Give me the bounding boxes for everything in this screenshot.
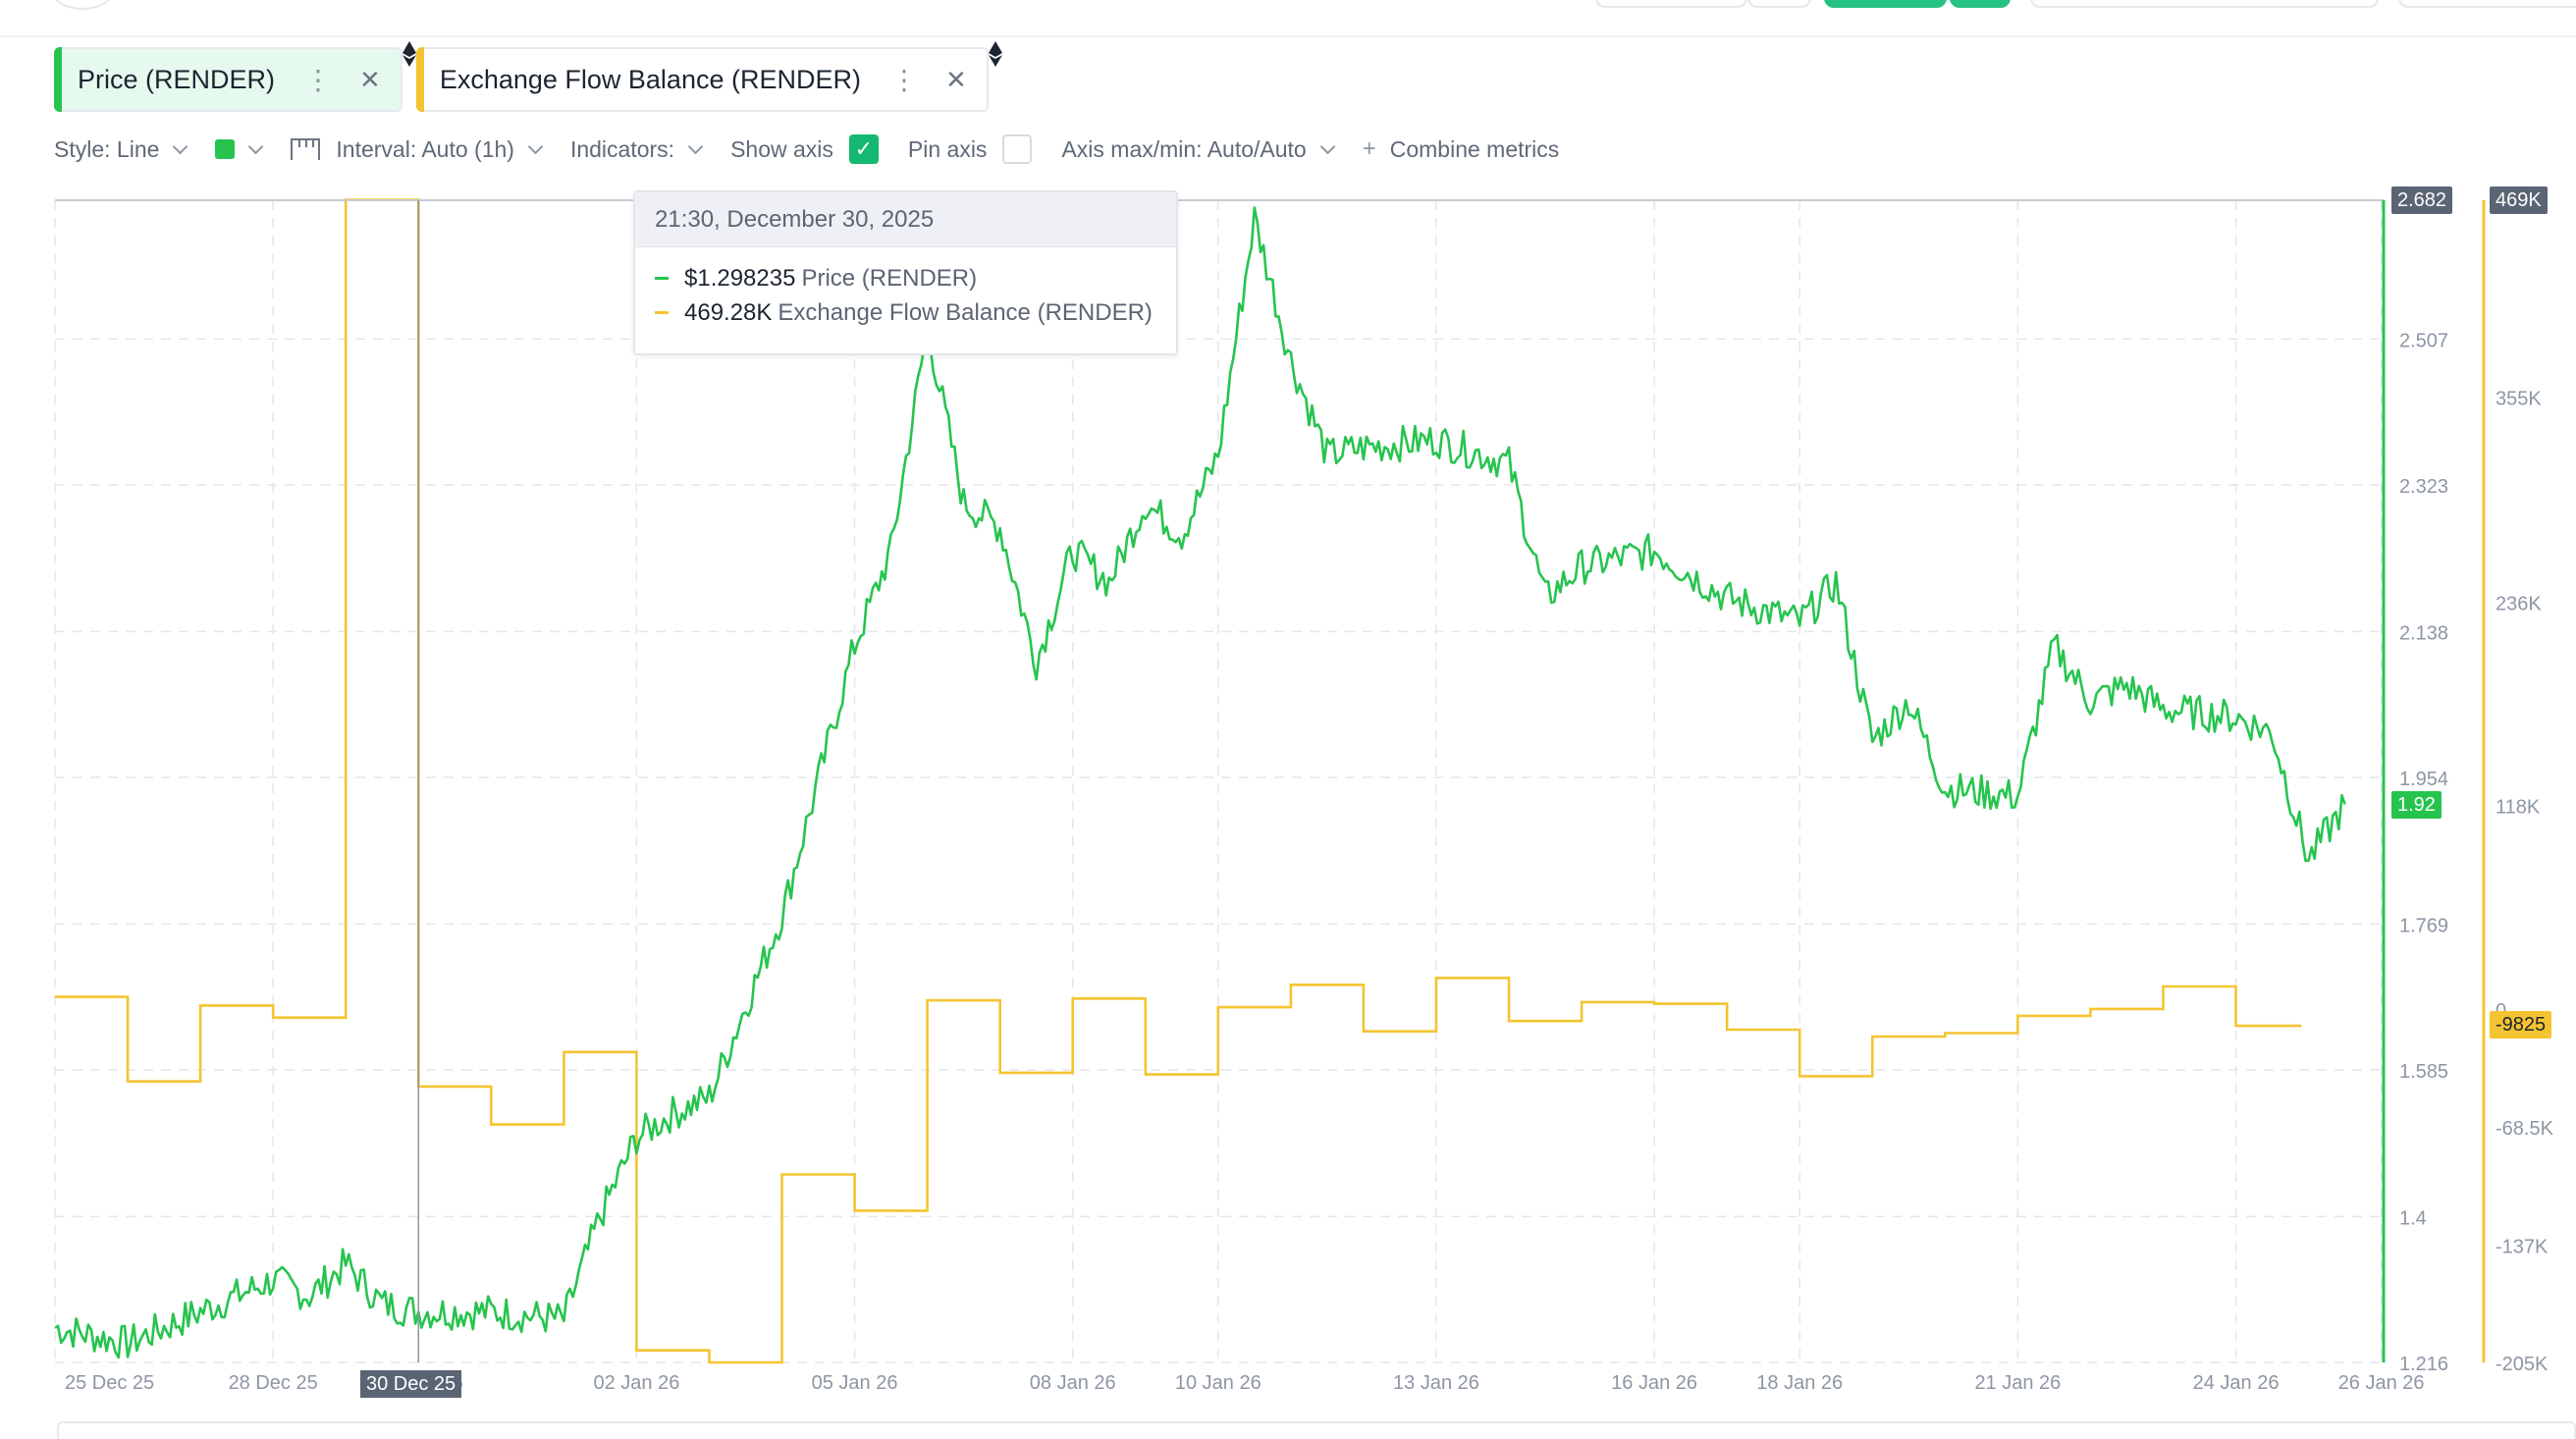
flow-axis-tick-label: -137K	[2496, 1237, 2549, 1258]
x-axis-tick-label: 13 Jan 26	[1393, 1372, 1479, 1394]
flow-axis-tick-label: -68.5K	[2496, 1118, 2554, 1140]
x-axis-tick-label: 26 Jan 26	[2338, 1372, 2425, 1394]
show-axis-checkbox[interactable]: ✓	[848, 134, 879, 164]
indicators-label: Indicators:	[569, 135, 675, 162]
price-axis-tick-label: 2.323	[2399, 476, 2448, 498]
axis-range-dropdown[interactable]: Axis max/min: Auto/Auto	[1061, 135, 1335, 163]
pin-axis-toggle[interactable]: Pin axis	[908, 134, 1033, 164]
style-label: Style: Line	[54, 135, 160, 162]
price-series	[54, 206, 2346, 1359]
axis-range-label: Axis max/min: Auto/Auto	[1061, 135, 1307, 162]
x-axis-tick-label: 02 Jan 26	[593, 1372, 679, 1394]
price-line	[54, 206, 2346, 1359]
crosshair-date-badge: 30 Dec 25	[360, 1370, 462, 1398]
tooltip-value: $1.298235	[684, 264, 796, 292]
style-dropdown[interactable]: Style: Line	[54, 135, 188, 163]
pin-axis-checkbox[interactable]	[1002, 134, 1033, 164]
flow-axis-tick-label: 0	[2496, 1000, 2506, 1022]
timeline-navigator[interactable]	[57, 1421, 2576, 1439]
chart-toolbar: Style: Line Interval: Auto (1h) Indicato…	[54, 132, 1588, 167]
ethereum-icon	[402, 41, 416, 67]
chart-grid	[54, 199, 2384, 1363]
top-navigation-bar	[0, 0, 2576, 37]
close-icon[interactable]: ✕	[944, 64, 967, 94]
flow-axis-tick-label: 355K	[2496, 388, 2542, 409]
x-axis-tick-label: 21 Jan 26	[1974, 1372, 2061, 1394]
x-axis-tick-label: 18 Jan 26	[1756, 1372, 1843, 1394]
tab-color-bar	[415, 47, 424, 112]
price-axis-tick-label: 1.4	[2399, 1207, 2427, 1229]
flow-current-badge: -9825	[2490, 1011, 2552, 1039]
metric-tab-price[interactable]: Price (RENDER) ⋮ ✕	[54, 41, 416, 112]
combine-metrics-button[interactable]: + Combine metrics	[1363, 135, 1560, 163]
flow-axis-tick-label: 236K	[2496, 593, 2542, 614]
pin-axis-label: Pin axis	[907, 135, 988, 162]
combine-metrics-label: Combine metrics	[1389, 135, 1560, 162]
price-axis-max-badge: 2.682	[2391, 187, 2453, 214]
tooltip-label: Exchange Flow Balance (RENDER)	[778, 298, 1153, 326]
flow-axis-max-badge: 469K	[2490, 187, 2548, 214]
ethereum-icon	[988, 41, 1002, 67]
x-axis-tick-label: 25 Dec 25	[65, 1372, 154, 1394]
color-swatch	[215, 139, 236, 159]
tab-label: Price (RENDER)	[78, 64, 276, 94]
tab-color-bar	[54, 47, 62, 112]
chart-tooltip: 21:30, December 30, 2025 $1.298235 Price…	[633, 190, 1178, 355]
x-axis-tick-label: 05 Jan 26	[812, 1372, 898, 1394]
ruler-icon	[291, 138, 321, 160]
price-axis-tick-label: 1.769	[2399, 915, 2448, 936]
price-axis-tick-label: 1.216	[2399, 1354, 2448, 1375]
interval-label: Interval: Auto (1h)	[336, 135, 514, 162]
plus-icon: +	[1362, 135, 1376, 162]
exchange-flow-series	[55, 198, 2302, 1364]
tooltip-value: 469.28K	[684, 298, 773, 326]
flow-axis-tick-label: -205K	[2496, 1354, 2549, 1375]
series-color-dash	[655, 277, 669, 280]
x-axis-tick-label: 08 Jan 26	[1030, 1372, 1116, 1394]
color-dropdown[interactable]	[215, 138, 264, 159]
series-color-dash	[655, 311, 669, 314]
x-axis-tick-label: 28 Dec 25	[229, 1372, 318, 1394]
price-axis-tick-label: 1.585	[2399, 1061, 2448, 1083]
tooltip-row-price: $1.298235 Price (RENDER)	[655, 261, 1176, 295]
show-axis-toggle[interactable]: Show axis ✓	[730, 134, 879, 164]
chart-axes: 2.507 2.323 2.138 1.954 1.769 1.585 1.4 1.216 35…	[55, 199, 2554, 1394]
price-axis-tick-label: 1.954	[2399, 769, 2448, 790]
x-axis-tick-label: 10 Jan 26	[1175, 1372, 1261, 1394]
more-options-icon[interactable]: ⋮	[889, 64, 918, 95]
interval-dropdown[interactable]: Interval: Auto (1h)	[291, 135, 544, 163]
toolbar-button[interactable]	[2398, 0, 2576, 8]
metric-tab-exchange-flow[interactable]: Exchange Flow Balance (RENDER) ⋮ ✕	[415, 41, 1002, 112]
price-axis-tick-label: 2.138	[2399, 622, 2448, 644]
show-axis-label: Show axis	[730, 135, 833, 162]
x-axis-tick-label: 24 Jan 26	[2193, 1372, 2280, 1394]
indicators-dropdown[interactable]: Indicators:	[569, 135, 704, 163]
more-options-icon[interactable]: ⋮	[304, 64, 333, 95]
metric-tabs: Price (RENDER) ⋮ ✕ Exchange Flow Balance…	[54, 41, 1002, 114]
exchange-flow-line	[55, 198, 2302, 1364]
tooltip-label: Price (RENDER)	[801, 264, 978, 292]
price-axis-tick-label: 2.507	[2399, 330, 2448, 351]
tab-label: Exchange Flow Balance (RENDER)	[439, 64, 861, 94]
close-icon[interactable]: ✕	[359, 64, 381, 94]
flow-axis-tick-label: 118K	[2496, 797, 2541, 819]
x-axis-tick-label: 16 Jan 26	[1611, 1372, 1697, 1394]
price-current-badge: 1.92	[2391, 791, 2442, 819]
tooltip-row-flow: 469.28K Exchange Flow Balance (RENDER)	[655, 295, 1176, 330]
tooltip-time: 21:30, December 30, 2025	[635, 192, 1176, 247]
